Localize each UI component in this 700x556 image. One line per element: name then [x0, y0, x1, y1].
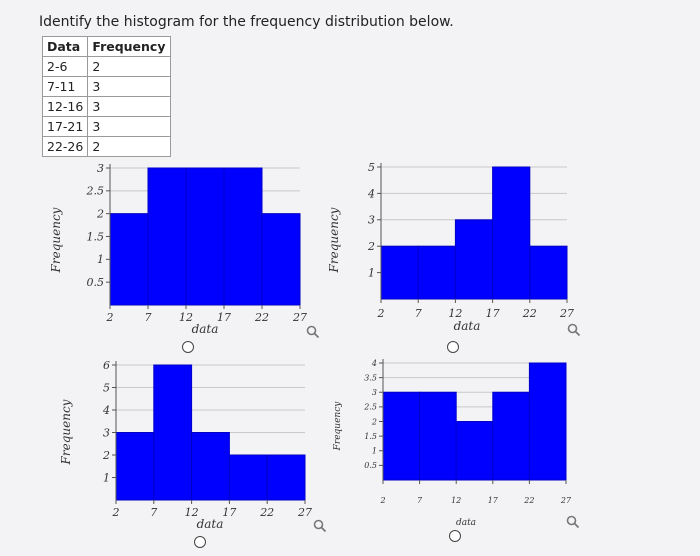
- y-tick-label: 4: [102, 404, 110, 417]
- histogram-bar: [454, 219, 494, 300]
- histogram-bar: [492, 391, 530, 481]
- radio-option-a[interactable]: [182, 341, 194, 353]
- y-tick-label: 3: [372, 388, 377, 397]
- histogram-bar: [266, 454, 306, 501]
- x-tick-label: 2: [379, 496, 385, 505]
- x-tick-label: 7: [145, 311, 152, 324]
- histogram-bar: [261, 213, 301, 306]
- histogram-bar: [382, 391, 421, 481]
- x-tick-label: 12: [448, 307, 462, 320]
- histogram-bar: [153, 364, 193, 501]
- y-tick-label: 4: [367, 187, 375, 200]
- histogram-bar: [528, 362, 567, 481]
- y-axis-title: Frequency: [327, 207, 341, 273]
- y-tick-label: 2: [96, 208, 104, 221]
- y-tick-label: 0.5: [364, 461, 377, 470]
- histogram-bar: [147, 167, 187, 306]
- x-tick-label: 22: [254, 311, 269, 324]
- table-row: 22-26 2: [41, 136, 171, 157]
- y-tick-label: 1: [103, 471, 110, 484]
- x-tick-label: 22: [259, 506, 274, 519]
- x-tick-label: 27: [560, 496, 572, 505]
- x-tick-label: 2: [112, 506, 120, 519]
- y-axis-title: Frequency: [333, 401, 343, 452]
- histogram-bar: [115, 432, 155, 501]
- y-tick-label: 2: [371, 417, 377, 426]
- x-tick-label: 12: [185, 506, 199, 519]
- x-tick-label: 27: [292, 311, 307, 324]
- x-tick-label: 17: [486, 307, 500, 320]
- data-cell: 12-16: [41, 96, 89, 117]
- y-tick-label: 4: [371, 359, 377, 368]
- y-tick-label: 6: [103, 359, 110, 372]
- y-tick-label: 1: [372, 447, 377, 456]
- histogram-bar: [228, 454, 268, 501]
- histogram-bar: [529, 245, 568, 300]
- x-axis-title: data: [197, 517, 224, 531]
- y-tick-label: 1: [368, 266, 375, 279]
- x-tick-label: 27: [559, 307, 574, 320]
- x-tick-label: 17: [488, 496, 499, 505]
- data-cell: 22-26: [41, 136, 89, 157]
- y-tick-label: 0.5: [87, 276, 105, 289]
- y-axis-title: Frequency: [59, 399, 73, 465]
- histogram-bar: [191, 432, 230, 501]
- table-row: 12-16 3: [41, 96, 171, 117]
- magnifier-icon[interactable]: [313, 519, 327, 533]
- y-tick-label: 2: [102, 449, 110, 462]
- x-tick-label: 7: [150, 506, 157, 519]
- x-tick-label: 22: [523, 496, 534, 505]
- y-tick-label: 3: [368, 214, 375, 227]
- histogram-bar: [185, 167, 225, 306]
- magnifier-icon[interactable]: [566, 515, 580, 529]
- magnifier-icon[interactable]: [567, 323, 581, 337]
- y-tick-label: 3: [103, 426, 110, 439]
- x-tick-label: 22: [522, 307, 537, 320]
- y-tick-label: 5: [368, 161, 375, 174]
- table-row: 2-6 2: [41, 56, 171, 77]
- y-tick-label: 5: [103, 381, 110, 394]
- x-tick-label: 2: [106, 311, 114, 324]
- histogram-bar: [419, 391, 457, 481]
- x-tick-label: 27: [297, 506, 312, 519]
- x-axis-title: data: [456, 518, 476, 528]
- histogram-bar: [109, 213, 149, 306]
- radio-option-c[interactable]: [194, 536, 206, 548]
- frequency-table: Data Frequency 2-6 2 7-11 3 12-16 3 17-2…: [41, 36, 171, 157]
- x-tick-label: 7: [415, 307, 422, 320]
- y-tick-label: 3.5: [364, 373, 377, 382]
- histogram-bar: [223, 167, 263, 306]
- histogram-bar: [417, 245, 456, 300]
- x-tick-label: 7: [417, 496, 423, 505]
- y-tick-label: 2.5: [86, 185, 105, 198]
- y-tick-label: 1.5: [364, 432, 377, 441]
- radio-option-b[interactable]: [447, 341, 459, 353]
- x-axis-title: data: [454, 319, 481, 333]
- x-tick-label: 2: [377, 307, 385, 320]
- x-axis-title: data: [192, 322, 219, 336]
- y-tick-label: 2.5: [363, 403, 377, 412]
- y-tick-label: 2: [367, 240, 375, 253]
- x-tick-label: 17: [222, 506, 236, 519]
- histogram-bar: [492, 166, 531, 300]
- x-tick-label: 12: [179, 311, 193, 324]
- histogram-bar: [455, 421, 494, 481]
- y-axis-title: Frequency: [49, 207, 63, 273]
- question-text: Identify the histogram for the frequency…: [39, 14, 454, 30]
- x-tick-label: 12: [451, 496, 461, 505]
- magnifier-icon[interactable]: [306, 325, 320, 339]
- y-tick-label: 1.5: [87, 230, 105, 243]
- x-tick-label: 17: [217, 311, 231, 324]
- radio-option-d[interactable]: [449, 530, 461, 542]
- y-tick-label: 1: [97, 253, 104, 266]
- y-tick-label: 3: [97, 162, 104, 175]
- frequency-cell: 2: [87, 136, 171, 157]
